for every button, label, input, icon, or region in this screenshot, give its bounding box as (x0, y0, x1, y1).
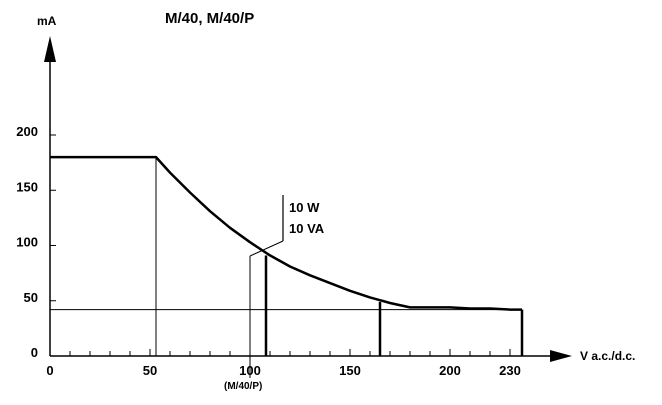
x-axis-label: V a.c./d.c. (580, 349, 635, 363)
x-tick-label: 230 (499, 363, 521, 378)
chart-title: M/40, M/40/P (165, 10, 254, 27)
y-axis-arrow (44, 36, 56, 62)
series-group (50, 155, 522, 311)
annotation-leader-horizontal (249, 240, 284, 257)
annotation-power-label-w: 10 W (289, 200, 320, 215)
annotation-model-label: (M/40/P) (224, 381, 262, 392)
annotations: 10 W 10 VA (M/40/P) (224, 195, 325, 392)
x-tick-label: 200 (439, 363, 461, 378)
x-tick-label: 50 (143, 363, 157, 378)
y-tick-label: 200 (16, 124, 38, 139)
y-tick-label: 100 (16, 235, 38, 250)
x-ticks: 0 50 100 150 200 230 (46, 349, 521, 378)
annotation-power-label-va: 10 VA (289, 221, 325, 236)
axes (44, 36, 572, 362)
y-axis-label: mA (37, 14, 57, 28)
x-axis-arrow (550, 350, 572, 362)
y-tick-label: 0 (31, 345, 38, 360)
guide-lines (50, 157, 524, 356)
x-tick-label: 150 (339, 363, 361, 378)
y-tick-label: 50 (24, 290, 38, 305)
series-line (50, 155, 522, 311)
y-tick-label: 150 (16, 179, 38, 194)
x-tick-label: 0 (46, 363, 53, 378)
y-ticks: 0 50 100 150 200 (16, 124, 56, 360)
